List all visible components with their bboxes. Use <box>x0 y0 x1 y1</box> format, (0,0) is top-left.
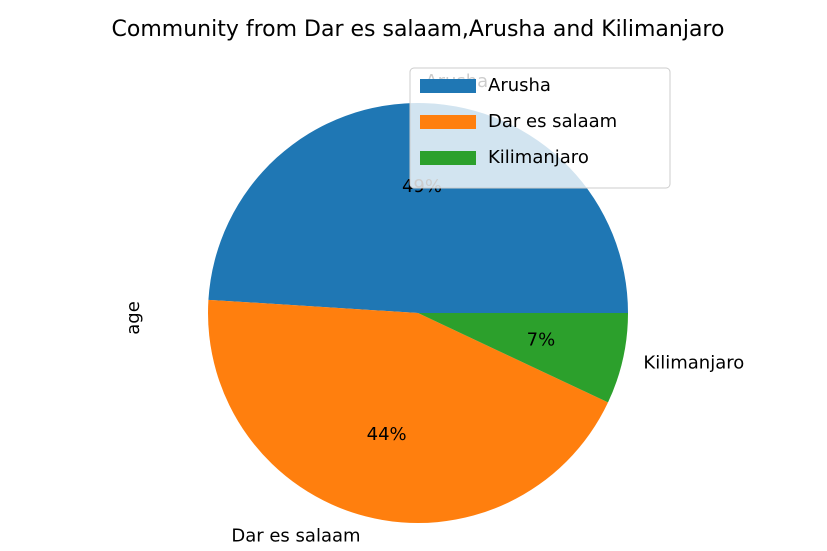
legend-swatch <box>420 79 476 93</box>
chart-title: Community from Dar es salaam,Arusha and … <box>112 17 725 42</box>
slice-label: Dar es salaam <box>231 526 360 547</box>
legend-label: Dar es salaam <box>488 111 617 132</box>
value-label: 7% <box>527 329 556 350</box>
legend-label: Arusha <box>488 75 551 96</box>
value-label: 44% <box>367 424 407 445</box>
pie-slice <box>418 313 628 403</box>
legend-swatch <box>420 115 476 129</box>
pie-slice <box>208 299 609 523</box>
legend-swatch <box>420 151 476 165</box>
legend: Arusha Dar es salaam Kilimanjaro <box>409 67 671 189</box>
slice-label: Kilimanjaro <box>643 352 744 373</box>
y-axis-label: age <box>123 301 144 335</box>
legend-label: Kilimanjaro <box>488 147 589 168</box>
